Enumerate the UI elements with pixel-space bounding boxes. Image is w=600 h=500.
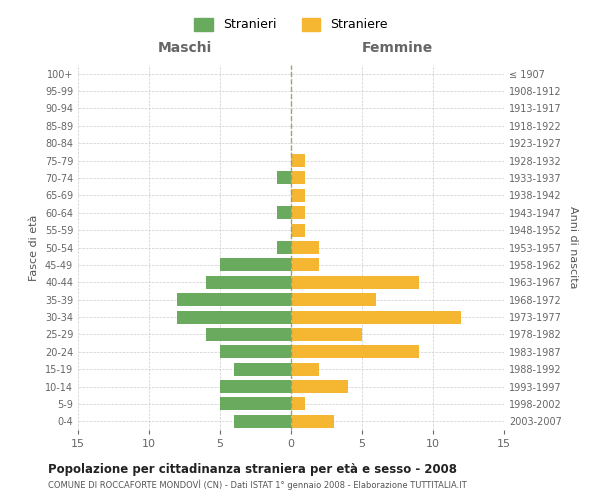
Bar bbox=[277, 206, 291, 220]
Bar bbox=[291, 415, 334, 428]
Text: Popolazione per cittadinanza straniera per età e sesso - 2008: Popolazione per cittadinanza straniera p… bbox=[48, 462, 457, 475]
Y-axis label: Anni di nascita: Anni di nascita bbox=[568, 206, 578, 289]
Bar bbox=[220, 258, 291, 272]
Bar bbox=[277, 172, 291, 184]
Bar bbox=[291, 328, 362, 341]
Bar bbox=[291, 398, 305, 410]
Text: Femmine: Femmine bbox=[362, 40, 433, 54]
Bar bbox=[234, 362, 291, 376]
Bar bbox=[220, 398, 291, 410]
Bar bbox=[291, 172, 305, 184]
Bar bbox=[206, 328, 291, 341]
Bar bbox=[291, 346, 419, 358]
Bar bbox=[178, 293, 291, 306]
Bar bbox=[206, 276, 291, 289]
Bar bbox=[291, 241, 319, 254]
Bar bbox=[220, 380, 291, 393]
Bar bbox=[291, 293, 376, 306]
Bar bbox=[277, 241, 291, 254]
Legend: Stranieri, Straniere: Stranieri, Straniere bbox=[189, 13, 393, 36]
Bar bbox=[234, 415, 291, 428]
Bar bbox=[291, 362, 319, 376]
Bar bbox=[291, 206, 305, 220]
Text: Maschi: Maschi bbox=[157, 40, 212, 54]
Bar bbox=[291, 189, 305, 202]
Text: COMUNE DI ROCCAFORTE MONDOVÌ (CN) - Dati ISTAT 1° gennaio 2008 - Elaborazione TU: COMUNE DI ROCCAFORTE MONDOVÌ (CN) - Dati… bbox=[48, 479, 467, 490]
Bar bbox=[291, 154, 305, 167]
Bar bbox=[220, 346, 291, 358]
Bar bbox=[291, 380, 348, 393]
Y-axis label: Fasce di età: Fasce di età bbox=[29, 214, 39, 280]
Bar bbox=[291, 224, 305, 236]
Bar bbox=[291, 276, 419, 289]
Bar bbox=[178, 310, 291, 324]
Bar bbox=[291, 310, 461, 324]
Bar bbox=[291, 258, 319, 272]
